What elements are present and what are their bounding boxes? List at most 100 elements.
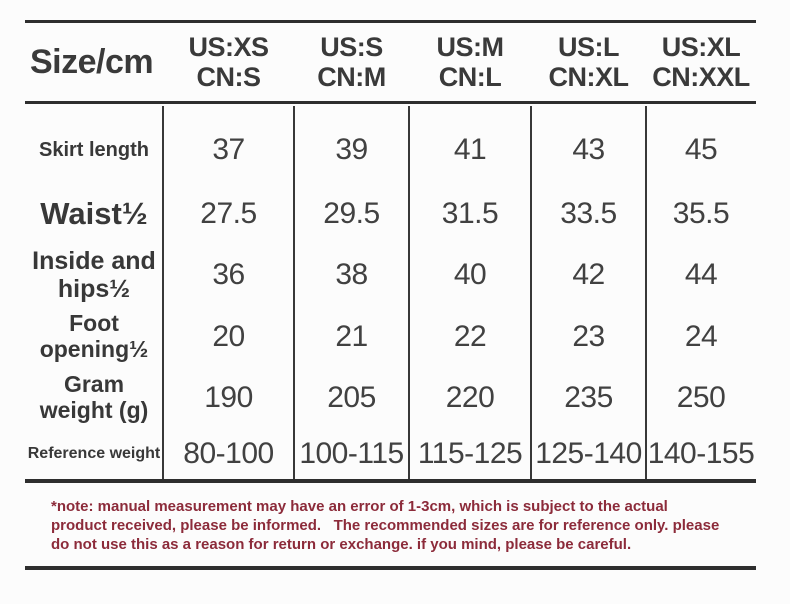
- cell-value: 41: [453, 133, 487, 166]
- cell-value: 35.5: [672, 197, 730, 230]
- cell-value: 140-155: [647, 436, 755, 470]
- row-label-line: Skirt length: [38, 138, 149, 161]
- cell-value: 190: [204, 381, 253, 414]
- note-line: do not use this as a reason for return o…: [51, 536, 632, 553]
- column-header-xl: US:XL CN:XXL: [646, 32, 756, 92]
- us-size-label: US:S: [320, 32, 383, 62]
- us-size-label: US:M: [436, 32, 505, 62]
- cell-value: 27.5: [200, 197, 257, 230]
- table-cell: 38: [294, 244, 409, 306]
- cell-value: 23: [572, 320, 605, 353]
- cell-value: 20: [212, 320, 245, 353]
- table-cell: 100-115: [294, 428, 409, 479]
- row-label-foot-opening: Foot opening½: [25, 306, 163, 368]
- cell-value: 220: [445, 381, 495, 414]
- table-cell: 42: [531, 244, 646, 306]
- cell-value: 24: [684, 320, 718, 353]
- row-label-line: Reference weight: [27, 444, 161, 462]
- table-cell: 40: [409, 244, 531, 306]
- us-size-label: US:L: [558, 32, 620, 62]
- cell-value: 31.5: [441, 197, 499, 230]
- table-cell: 22: [409, 306, 531, 368]
- row-label-line: Waist½: [40, 195, 148, 231]
- corner-label: Size/cm: [30, 42, 154, 81]
- row-label-line: Gram: [63, 371, 125, 398]
- cn-size-label: CN:XXL: [652, 62, 750, 92]
- table-cell: 140-155: [646, 428, 756, 479]
- row-label-line: Inside and: [32, 247, 156, 275]
- table-cell: 37: [163, 116, 294, 184]
- note-line: product received, please be informed. Th…: [51, 517, 720, 534]
- table-cell: 20: [163, 306, 294, 368]
- table-cell: 36: [163, 244, 294, 306]
- cn-size-label: CN:M: [317, 62, 386, 92]
- table-cell: 23: [531, 306, 646, 368]
- row-label-gram-weight: Gram weight (g): [25, 368, 163, 428]
- cn-size-label: CN:S: [196, 62, 262, 92]
- cell-value: 205: [327, 381, 376, 414]
- size-chart: Size/cm US:XS CN:S US:S CN:M US:M CN:L U…: [25, 20, 756, 570]
- row-label-line: opening½: [39, 336, 149, 362]
- us-size-label: US:XL: [661, 32, 741, 62]
- table-cell: 43: [531, 116, 646, 184]
- table-cell: 27.5: [163, 184, 294, 244]
- table-cell: 235: [531, 368, 646, 428]
- table-cell: 41: [409, 116, 531, 184]
- table-cell: 44: [646, 244, 756, 306]
- table-cell: 115-125: [409, 428, 531, 479]
- cn-size-label: CN:L: [438, 62, 502, 92]
- column-divider: [645, 106, 647, 479]
- row-label-line: weight (g): [39, 397, 149, 423]
- cell-value: 115-125: [417, 436, 523, 470]
- row-label-skirt-length: Skirt length: [25, 116, 163, 184]
- column-header-s: US:S CN:M: [294, 32, 409, 92]
- cell-value: 80-100: [183, 436, 274, 470]
- us-size-label: US:XS: [188, 32, 269, 62]
- cell-value: 45: [684, 133, 718, 166]
- size-chart-header: Size/cm US:XS CN:S US:S CN:M US:M CN:L U…: [25, 20, 756, 104]
- column-divider: [530, 106, 532, 479]
- row-label-waist: Waist½: [25, 184, 163, 244]
- column-header-m: US:M CN:L: [409, 32, 531, 92]
- row-label-line: hips½: [57, 275, 131, 303]
- table-cell: 80-100: [163, 428, 294, 479]
- table-cell: 205: [294, 368, 409, 428]
- table-cell: 220: [409, 368, 531, 428]
- cell-value: 22: [453, 320, 487, 353]
- note-line: *note: manual measurement may have an er…: [51, 498, 668, 515]
- cell-value: 42: [572, 258, 605, 291]
- table-cell: 125-140: [531, 428, 646, 479]
- column-divider: [293, 106, 295, 479]
- row-label-reference-weight: Reference weight: [25, 428, 163, 479]
- cell-value: 38: [335, 258, 368, 291]
- cell-value: 37: [212, 133, 245, 166]
- column-header-xs: US:XS CN:S: [163, 32, 294, 92]
- cell-value: 36: [212, 258, 245, 291]
- cell-value: 33.5: [560, 197, 617, 230]
- table-cell: 31.5: [409, 184, 531, 244]
- cell-value: 44: [684, 258, 718, 291]
- column-divider: [408, 106, 410, 479]
- column-divider: [162, 106, 164, 479]
- measurement-note: *note: manual measurement may have an er…: [25, 483, 756, 570]
- row-label-inside-and-hips: Inside and hips½: [25, 244, 163, 306]
- cell-value: 39: [335, 133, 368, 166]
- table-cell: 21: [294, 306, 409, 368]
- cn-size-label: CN:XL: [548, 62, 630, 92]
- table-cell: 35.5: [646, 184, 756, 244]
- cell-value: 43: [572, 133, 605, 166]
- size-chart-body: Skirt length 37 39 41 43 45 Waist½ 27.5 …: [25, 104, 756, 483]
- table-cell: 24: [646, 306, 756, 368]
- cell-value: 29.5: [323, 197, 380, 230]
- column-header-l: US:L CN:XL: [531, 32, 646, 92]
- cell-value: 250: [676, 381, 726, 414]
- cell-value: 40: [453, 258, 487, 291]
- cell-value: 21: [335, 320, 368, 353]
- row-label-line: Foot: [69, 310, 119, 337]
- cell-value: 100-115: [299, 436, 404, 470]
- table-cell: 33.5: [531, 184, 646, 244]
- table-cell: 39: [294, 116, 409, 184]
- cell-value: 235: [564, 381, 613, 414]
- table-cell: 45: [646, 116, 756, 184]
- cell-value: 125-140: [535, 436, 642, 470]
